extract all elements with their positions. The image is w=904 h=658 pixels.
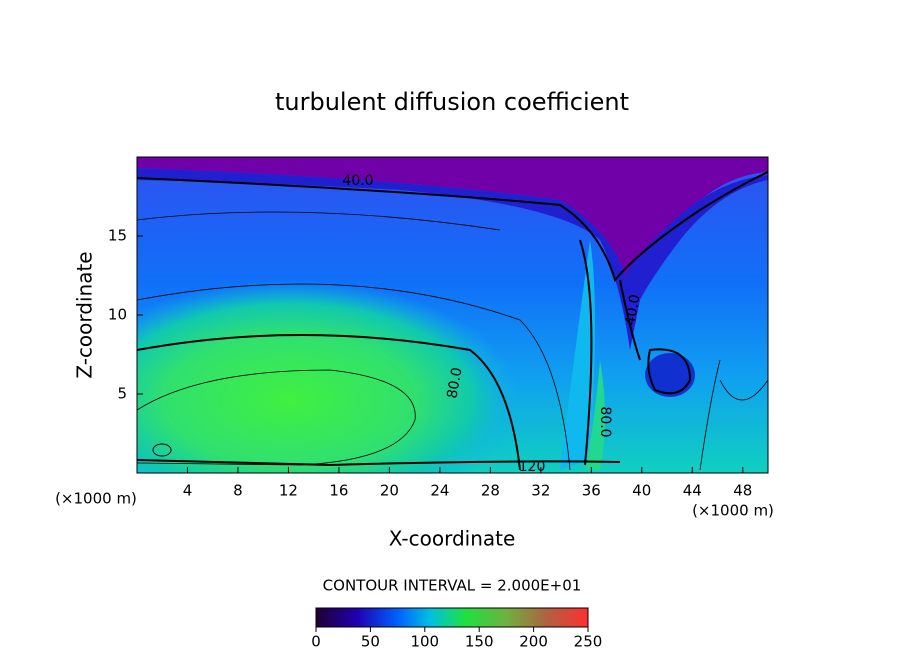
x-axis-label: X-coordinate — [389, 527, 516, 551]
colorbar-tick-label: 250 — [574, 633, 603, 651]
colorbar-tick-label: 0 — [311, 633, 321, 651]
x-tick-label: 48 — [733, 482, 752, 500]
x-tick-label: 40 — [632, 482, 651, 500]
contour-label: 40.0 — [622, 293, 643, 326]
colorbar — [315, 607, 589, 628]
x-tick-label: 4 — [183, 482, 193, 500]
contour-label: 80.0 — [597, 406, 613, 437]
contour-interval: CONTOUR INTERVAL = 2.000E+01 — [323, 577, 582, 595]
x-tick-label: 36 — [582, 482, 601, 500]
x-tick-label: 8 — [233, 482, 243, 500]
colorbar-tick-label: 50 — [361, 633, 380, 651]
x-tick-label: 20 — [380, 482, 399, 500]
colorbar-tick-label: 150 — [465, 633, 494, 651]
contour-label: 120 — [519, 459, 546, 475]
colorbar-tick-label: 100 — [410, 633, 439, 651]
y-axis-label: Z-coordinate — [73, 251, 97, 378]
y-tick-label: 10 — [108, 306, 127, 324]
contour-label: 40.0 — [342, 173, 373, 189]
contour-field — [137, 157, 768, 473]
contour-label: 80.0 — [444, 366, 465, 399]
y-tick-label: 5 — [117, 385, 127, 403]
x-tick-label: 28 — [481, 482, 500, 500]
x-unit-right: (×1000 m) — [692, 502, 774, 520]
x-unit-left: (×1000 m) — [55, 490, 137, 508]
colorbar-tick-label: 200 — [519, 633, 548, 651]
x-tick-label: 16 — [329, 482, 348, 500]
x-tick-label: 32 — [531, 482, 550, 500]
y-tick-label: 15 — [108, 227, 127, 245]
chart-title: turbulent diffusion coefficient — [275, 88, 629, 116]
x-tick-label: 24 — [430, 482, 449, 500]
x-tick-label: 12 — [279, 482, 298, 500]
x-tick-label: 44 — [683, 482, 702, 500]
